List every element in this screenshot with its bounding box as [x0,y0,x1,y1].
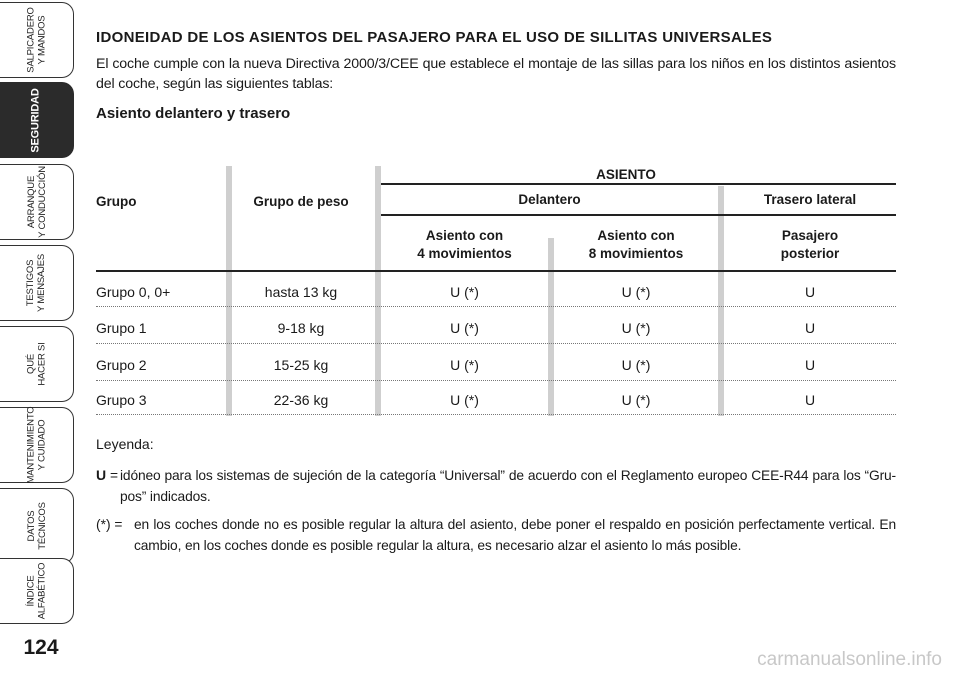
row-rule [96,306,896,307]
column-divider [226,166,232,416]
cell-trasero: U [804,357,816,373]
cell-trasero: U [804,320,816,336]
column-divider [548,238,554,416]
column-divider [375,166,381,416]
cell-8-movimientos: U (*) [621,320,651,336]
cell-trasero: U [804,392,816,408]
legend-title: Leyenda: [96,436,154,452]
tab-indice[interactable]: ÍNDICE ALFABÉTICO [0,558,74,624]
cell-trasero: U [804,284,816,300]
cell-4-movimientos: U (*) [450,320,479,336]
legend-equals: = [106,468,119,483]
tab-datos-tecnicos[interactable]: DATOS TÉCNICOS [0,488,74,564]
row-rule [96,343,896,344]
legend-star-text: en los coches donde no es posible regula… [134,517,896,553]
row-rule [96,414,896,415]
header-asiento: ASIENTO [596,167,656,182]
row-rule [96,380,896,381]
header-rule [381,183,896,185]
cell-8-movimientos: U (*) [621,392,651,408]
seat-table: ASIENTO Grupo Grupo de peso Delantero Tr… [96,166,896,416]
intro-paragraph: El coche cumple con la nueva Directiva 2… [96,56,896,92]
cell-4-movimientos: U (*) [450,357,479,373]
header-grupo: Grupo [96,194,137,209]
tab-mantenimiento[interactable]: MANTENIMIENTO Y CUIDADO [0,407,74,483]
section-sidebar: SALPICADERO Y MANDOS SEGURIDAD ARRANQUE … [0,0,78,677]
cell-peso: 9-18 kg [277,320,325,336]
cell-4-movimientos: U (*) [450,392,479,408]
cell-8-movimientos: U (*) [621,284,651,300]
header-pasajero-posterior: Pasajero posterior [780,228,840,261]
tab-label: QUÉ HACER SI [25,342,48,386]
tab-testigos[interactable]: TESTIGOS Y MENSAJES [0,245,74,321]
tab-label: SALPICADERO Y MANDOS [25,7,48,73]
tab-label: ÍNDICE ALFABÉTICO [25,562,48,620]
cell-grupo: Grupo 1 [96,320,147,336]
cell-8-movimientos: U (*) [621,357,651,373]
cell-grupo: Grupo 2 [96,357,147,373]
cell-4-movimientos: U (*) [450,284,479,300]
legend-star-symbol: (*) = [96,517,123,532]
watermark-text: carmanualsonline.info [757,649,942,670]
tab-arranque[interactable]: ARRANQUE Y CONDUCCIÓN [0,164,74,240]
header-grupo-peso: Grupo de peso [253,194,349,209]
tab-salpicadero[interactable]: SALPICADERO Y MANDOS [0,2,74,78]
header-bottom-rule [96,270,896,272]
tab-label: TESTIGOS Y MENSAJES [25,253,48,313]
cell-peso: hasta 13 kg [264,284,338,300]
cell-grupo: Grupo 0, 0+ [96,284,171,300]
section-subtitle: Asiento delantero y trasero [96,105,291,122]
page-number: 124 [23,636,59,659]
header-rule [381,214,896,216]
tab-que-hacer-si[interactable]: QUÉ HACER SI [0,326,74,402]
tab-label: DATOS TÉCNICOS [25,502,48,550]
cell-grupo: Grupo 3 [96,392,147,408]
header-trasero: Trasero lateral [763,192,857,207]
tab-label: SEGURIDAD [30,87,42,153]
header-8-movimientos: Asiento con 8 movimientos [588,228,684,261]
header-4-movimientos: Asiento con 4 movimientos [417,228,512,261]
legend-u-symbol: U [96,467,107,483]
tab-label: MANTENIMIENTO Y CUIDADO [25,406,48,484]
cell-peso: 22-36 kg [273,392,329,408]
tab-label: ARRANQUE Y CONDUCCIÓN [25,166,48,238]
column-divider [718,186,724,416]
tab-seguridad[interactable]: SEGURIDAD [0,82,74,158]
cell-peso: 15-25 kg [273,357,329,373]
legend-u-text: idóneo para los sistemas de sujeción de … [120,468,896,504]
page-title: IDONEIDAD DE LOS ASIENTOS DEL PASAJERO P… [96,29,773,46]
header-delantero: Delantero [518,192,581,207]
legend-symbol: U = [96,465,118,486]
